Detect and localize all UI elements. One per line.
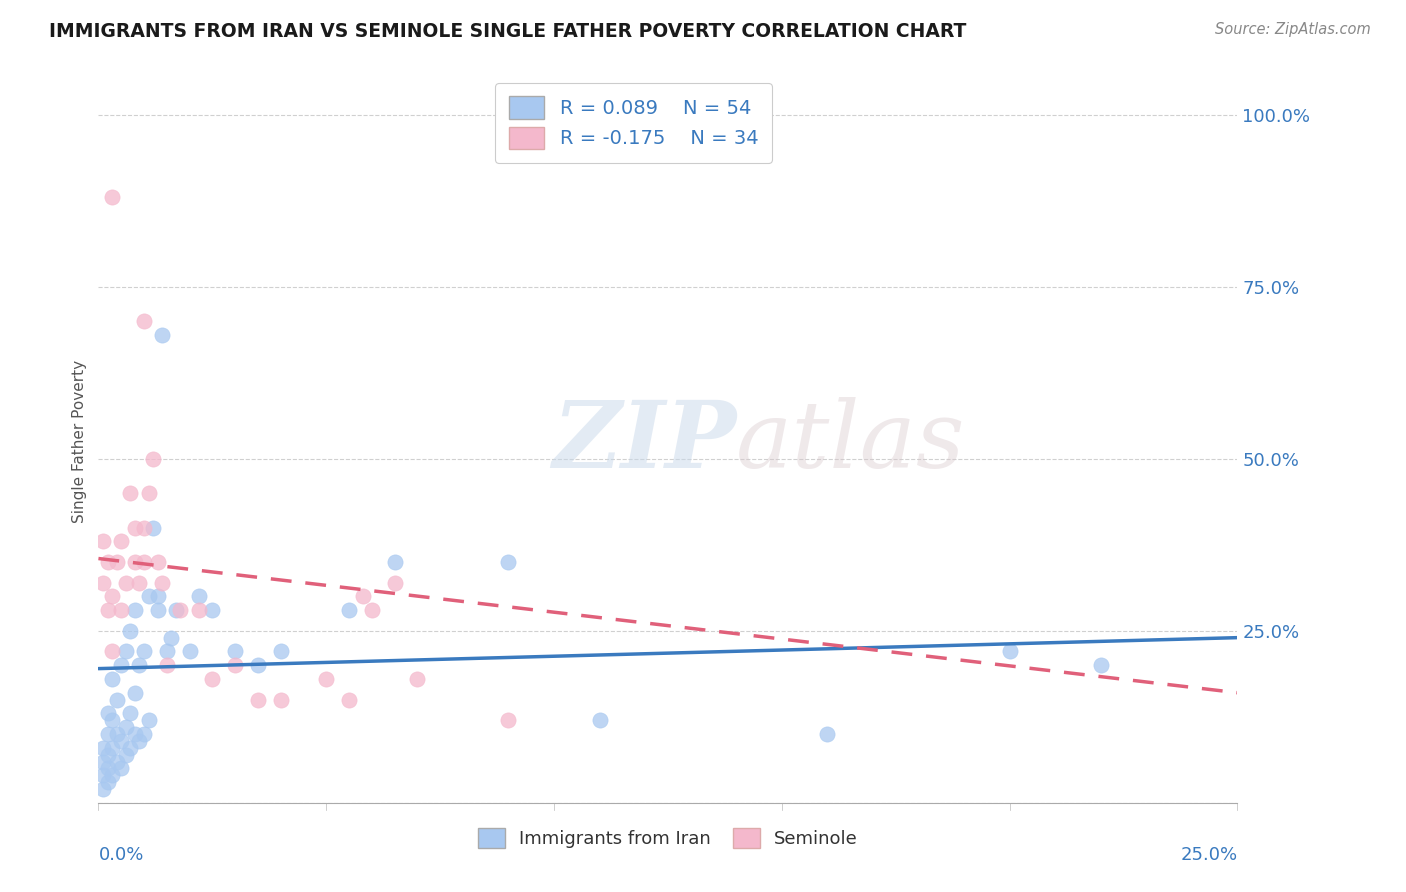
Point (101, 590, 124, 604)
Point (124, 727, 146, 741)
Point (337, 603, 360, 617)
Point (352, 590, 374, 604)
Point (101, 740, 124, 755)
Point (96, 706, 118, 721)
Point (110, 734, 132, 748)
Point (187, 603, 209, 617)
Point (146, 555, 169, 569)
Point (128, 734, 150, 748)
Point (120, 740, 142, 755)
Text: atlas: atlas (737, 397, 966, 486)
Point (124, 520, 146, 534)
Point (132, 520, 155, 534)
Text: 25.0%: 25.0% (1180, 847, 1237, 864)
Point (246, 692, 269, 706)
Point (224, 644, 246, 658)
Point (128, 658, 150, 673)
Point (132, 644, 155, 658)
Point (270, 644, 292, 658)
Point (138, 713, 160, 727)
Point (187, 590, 209, 604)
Point (124, 555, 146, 569)
Point (179, 644, 201, 658)
Point (91, 768, 114, 782)
Point (150, 575, 173, 590)
Point (114, 644, 136, 658)
Point (120, 706, 142, 721)
Legend: Immigrants from Iran, Seminole: Immigrants from Iran, Seminole (471, 821, 865, 855)
Text: IMMIGRANTS FROM IRAN VS SEMINOLE SINGLE FATHER POVERTY CORRELATION CHART: IMMIGRANTS FROM IRAN VS SEMINOLE SINGLE … (49, 22, 966, 41)
Point (91, 534, 114, 549)
Text: Source: ZipAtlas.com: Source: ZipAtlas.com (1215, 22, 1371, 37)
Point (96, 761, 118, 775)
Point (201, 672, 224, 686)
Point (105, 692, 128, 706)
Point (156, 644, 179, 658)
Point (96, 555, 118, 569)
Point (91, 782, 114, 797)
Point (498, 713, 520, 727)
Point (138, 486, 160, 500)
Point (124, 686, 146, 700)
Point (132, 727, 155, 741)
Point (110, 761, 132, 775)
Point (110, 534, 132, 549)
Point (105, 727, 128, 741)
Point (498, 555, 520, 569)
Text: ZIP: ZIP (553, 397, 737, 486)
Point (384, 575, 406, 590)
Point (160, 631, 183, 645)
Point (142, 520, 165, 534)
Point (224, 658, 246, 673)
Point (124, 603, 146, 617)
Point (588, 713, 610, 727)
Point (96, 727, 118, 741)
Point (91, 575, 114, 590)
Point (815, 727, 838, 741)
Point (156, 658, 179, 673)
Point (360, 603, 382, 617)
Point (96, 775, 118, 789)
Point (96, 603, 118, 617)
Point (246, 658, 269, 673)
Point (406, 672, 429, 686)
Point (150, 327, 173, 342)
Point (165, 603, 187, 617)
Point (146, 603, 169, 617)
Point (105, 555, 128, 569)
Point (101, 768, 124, 782)
Point (146, 590, 169, 604)
Point (105, 755, 128, 769)
Point (169, 603, 191, 617)
Point (120, 486, 142, 500)
Point (101, 713, 124, 727)
Point (384, 555, 406, 569)
Point (120, 624, 142, 638)
Point (1090, 658, 1112, 673)
Point (132, 555, 155, 569)
Point (91, 740, 114, 755)
Point (337, 692, 360, 706)
Point (128, 575, 150, 590)
Point (138, 590, 160, 604)
Point (114, 575, 136, 590)
Point (142, 451, 165, 466)
Point (114, 747, 136, 762)
Point (96, 747, 118, 762)
Point (998, 644, 1021, 658)
Point (91, 755, 114, 769)
Text: 0.0%: 0.0% (98, 847, 143, 864)
Point (270, 692, 292, 706)
Point (201, 603, 224, 617)
Point (101, 190, 124, 204)
Point (110, 603, 132, 617)
Point (101, 672, 124, 686)
Point (114, 720, 136, 734)
Point (101, 644, 124, 658)
Y-axis label: Single Father Poverty: Single Father Poverty (72, 360, 87, 523)
Point (132, 314, 155, 328)
Point (315, 672, 337, 686)
Point (110, 658, 132, 673)
